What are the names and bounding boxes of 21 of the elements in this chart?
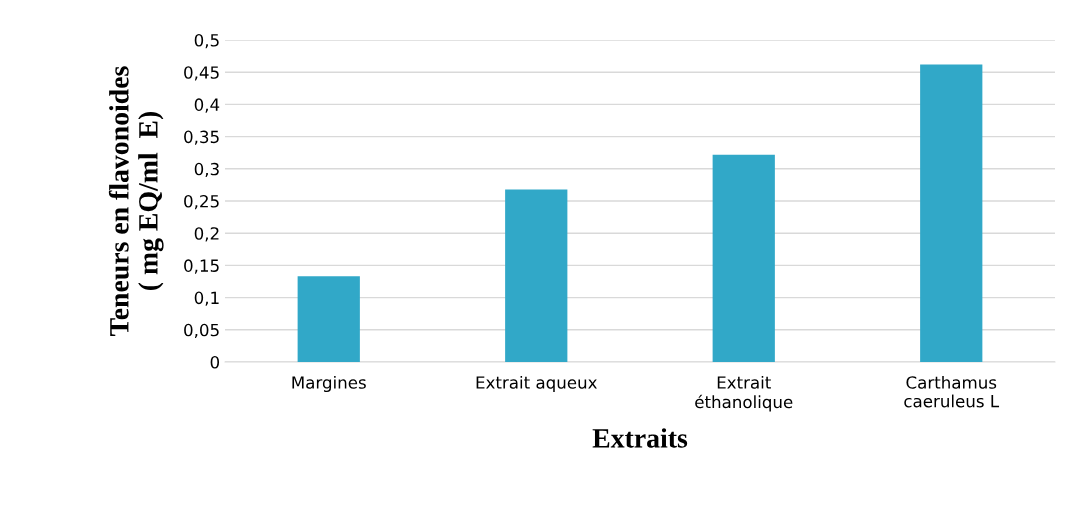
y-tick-label: 0,4	[194, 98, 220, 113]
x-tick-label: Extrait aqueux	[476, 375, 597, 393]
bar	[505, 189, 568, 362]
y-tick-label: 0,05	[184, 323, 219, 339]
y-tick-label: 0,25	[184, 194, 219, 210]
y-axis-title: Teneurs en flavonoides ( mg EQ/ml E)	[108, 66, 164, 336]
y-tick-label: 0,15	[184, 259, 219, 274]
bar	[297, 276, 360, 362]
y-tick-label: 0,3	[194, 162, 219, 178]
y-tick-label: 0,1	[194, 291, 219, 306]
y-tick-label: 0	[210, 355, 220, 369]
bar	[712, 154, 775, 362]
y-tick-label: 0,5	[194, 33, 219, 49]
bar	[920, 64, 983, 362]
x-axis-title: Extraits	[592, 428, 688, 448]
x-tick-label: Margines	[292, 375, 366, 393]
x-tick-label: Carthamus caeruleus L	[904, 375, 1000, 408]
y-tick-label: 0,2	[194, 227, 219, 242]
y-tick-label: 0,35	[184, 130, 219, 145]
y-tick-label: 0,45	[184, 66, 219, 81]
x-tick-label: Extrait éthanolique	[695, 375, 793, 412]
